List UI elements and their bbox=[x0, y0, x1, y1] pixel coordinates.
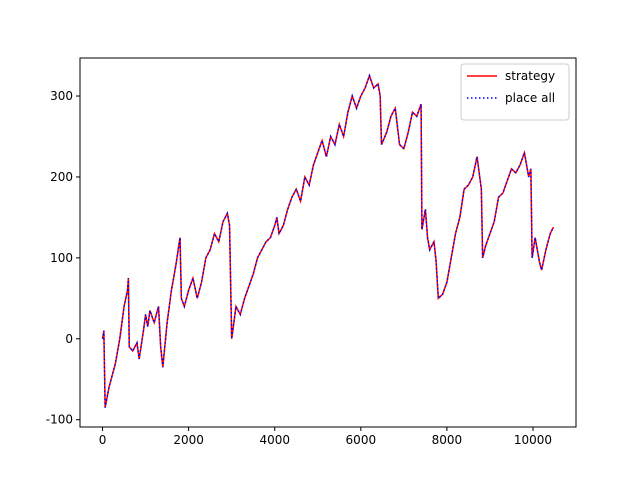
series-line bbox=[101, 73, 555, 408]
x-tick-label: 4000 bbox=[259, 433, 290, 447]
y-tick-label: 0 bbox=[65, 332, 73, 346]
x-tick-label: 0 bbox=[99, 433, 107, 447]
y-tick-label: 200 bbox=[50, 170, 73, 184]
x-tick-label: 2000 bbox=[173, 433, 204, 447]
y-tick-label: 300 bbox=[50, 89, 73, 103]
y-tick-label: -100 bbox=[46, 413, 73, 427]
x-tick-label: 10000 bbox=[514, 433, 552, 447]
y-tick-label: 100 bbox=[50, 251, 73, 265]
legend-label: place all bbox=[505, 91, 555, 105]
x-tick-label: 8000 bbox=[432, 433, 463, 447]
legend-box bbox=[460, 63, 570, 121]
x-tick-label: 6000 bbox=[346, 433, 377, 447]
plot-frame bbox=[79, 57, 577, 428]
legend-label: strategy bbox=[505, 69, 555, 83]
